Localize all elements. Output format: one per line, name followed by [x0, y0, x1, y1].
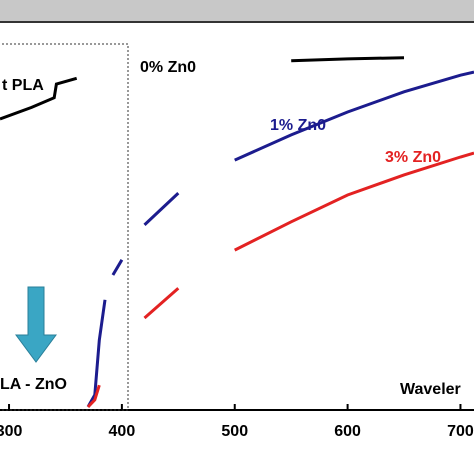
x-tick-label: 700 — [447, 423, 474, 440]
annotation: LA - ZnO — [0, 376, 67, 393]
x-tick-label: 600 — [334, 423, 361, 440]
series-label: 3% Zn0 — [385, 149, 441, 166]
inset-box — [0, 43, 129, 411]
series-line — [0, 58, 474, 119]
x-tick-label: 400 — [109, 423, 136, 440]
x-tick-label: 300 — [0, 423, 22, 440]
frame-strip — [0, 0, 474, 22]
series-line — [86, 70, 474, 408]
series-line — [86, 151, 474, 408]
x-tick-label: 500 — [221, 423, 248, 440]
x-axis-label: Waveler — [400, 381, 461, 398]
arrow — [15, 286, 57, 363]
series-label: 1% Zn0 — [270, 117, 326, 134]
annotation: t PLA — [2, 77, 44, 94]
series-label: 0% Zn0 — [140, 59, 196, 76]
